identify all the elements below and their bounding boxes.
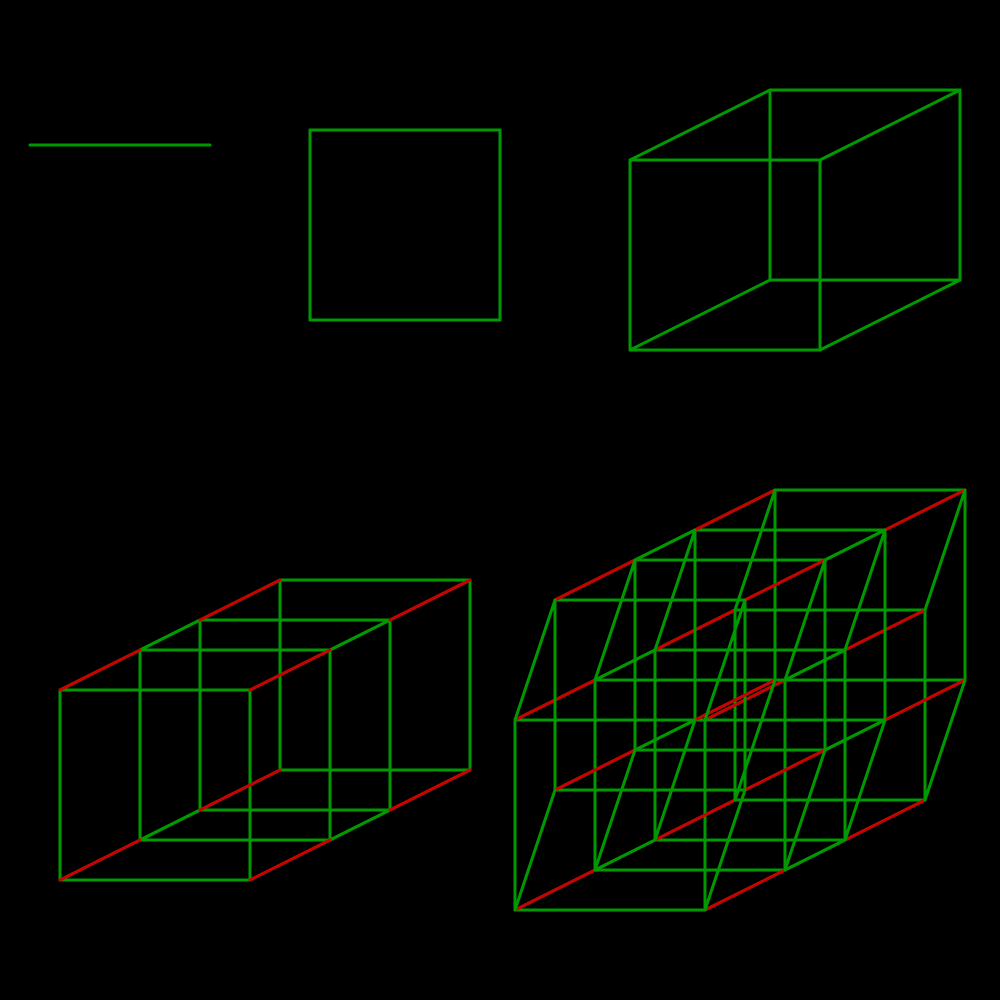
hypercube-diagram bbox=[0, 0, 1000, 1000]
